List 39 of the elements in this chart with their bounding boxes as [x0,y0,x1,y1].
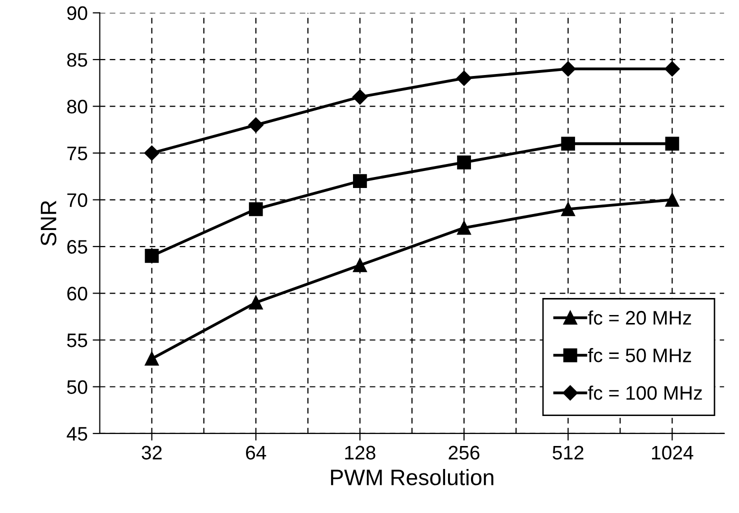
point [457,155,471,170]
y-tick-label: 55 [67,334,88,348]
point [248,117,264,133]
y-tick-label: 70 [67,193,88,208]
y-tick-label: 65 [67,240,88,254]
point [456,70,472,86]
y-tick-label: 75 [67,146,88,160]
y-axis-title: SNR [40,200,56,246]
x-tick-label: 512 [552,446,584,460]
y-tick-label: 45 [66,427,88,441]
x-tick-label: 1024 [652,446,694,460]
legend-label: fc = 100 MHz [588,386,702,400]
point [457,220,471,235]
point [560,61,576,76]
point [665,192,680,207]
x-tick-label: 256 [448,446,480,460]
legend-label: fc = 20 MHz [588,310,692,325]
point [144,145,160,161]
point [353,258,367,272]
legend-label: fc = 50 MHz [588,348,692,362]
y-tick-label: 85 [67,53,88,67]
point [561,136,576,151]
point [248,296,263,310]
point [144,248,159,263]
point [665,136,680,151]
y-tick-label: 80 [67,100,88,114]
point [353,174,367,188]
y-tick-label: 60 [67,286,88,300]
y-tick-label: 90 [67,6,88,20]
point [664,61,680,76]
point [144,352,159,366]
point [248,202,263,216]
point [352,89,368,105]
x-tick-label: 128 [345,446,376,460]
y-tick-label: 50 [67,380,88,394]
x-tick-label: 64 [246,446,266,460]
point [561,202,576,216]
x-tick-label: 32 [142,446,162,460]
x-axis-title: PWM Resolution [331,468,494,486]
